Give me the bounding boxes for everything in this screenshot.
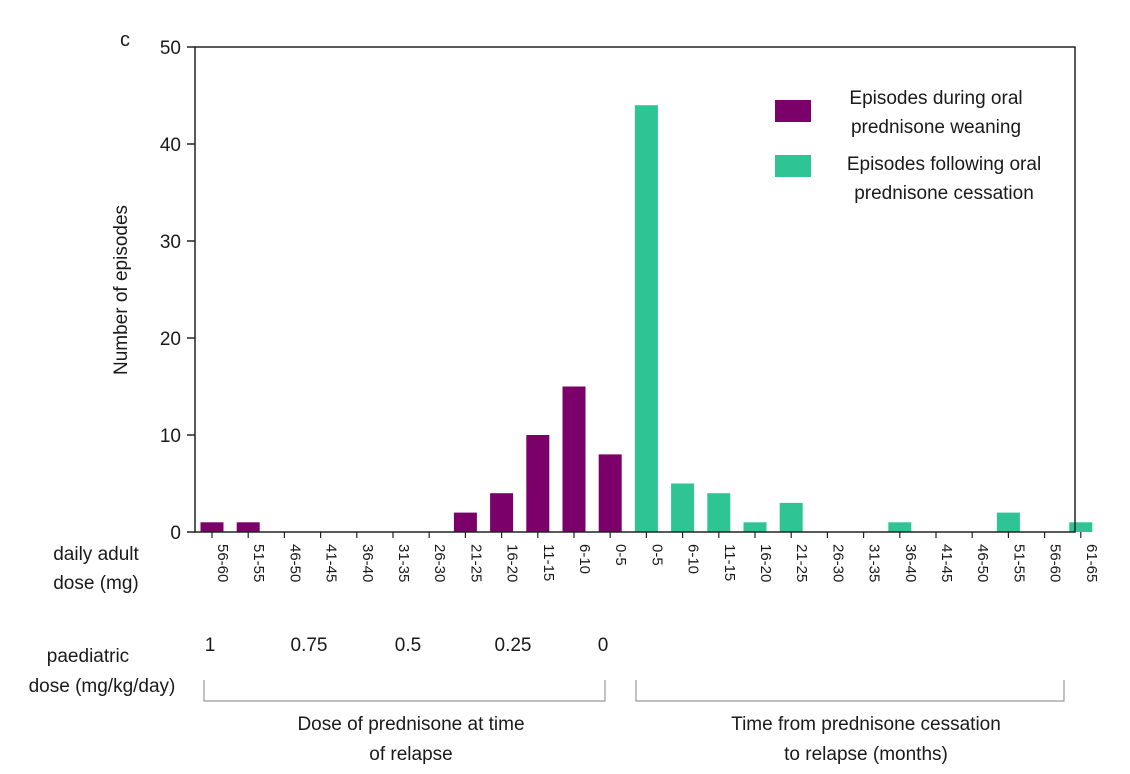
legend-swatch-cessation: [775, 155, 811, 177]
paediatric-dose-ticks: 1 0.75 0.5 0.25 0: [205, 635, 609, 656]
x-tick-label: 46-50: [286, 544, 303, 582]
right-group-label: Time from prednisone cessation to relaps…: [731, 714, 1001, 765]
paediatric-tick: 1: [205, 635, 216, 656]
bar-cessation: [743, 522, 767, 532]
bar-cessation: [671, 483, 695, 532]
x-tick-label: 36-40: [359, 544, 376, 582]
x-tick-label: 51-55: [250, 544, 267, 582]
x-tick-label: 16-20: [504, 544, 521, 582]
paediatric-tick: 0.25: [495, 635, 532, 656]
y-tick-label: 30: [160, 232, 181, 253]
x-tick-label: 16-20: [757, 544, 774, 582]
bar-cessation: [996, 512, 1020, 532]
x-tick-label: 61-65: [1083, 544, 1100, 582]
x-tick-label: 41-45: [323, 544, 340, 582]
bar-cessation: [634, 105, 658, 532]
legend-weaning-line1: Episodes during oral: [849, 88, 1022, 109]
paediatric-dose-label-line1: paediatric: [47, 646, 129, 667]
paediatric-tick: 0: [598, 635, 609, 656]
legend-cessation-line1: Episodes following oral: [847, 154, 1041, 175]
x-tick-label: 26-30: [431, 544, 448, 582]
panel-letter: c: [120, 29, 130, 51]
left-group-bracket: [203, 680, 606, 702]
y-tick-label: 10: [160, 426, 181, 447]
x-tick-label: 51-55: [1010, 544, 1027, 582]
bar-weaning: [236, 522, 260, 532]
right-group-label-line2: to relapse (months): [784, 744, 948, 765]
x-tick-label: 26-30: [829, 544, 846, 582]
y-axis-label: Number of episodes: [111, 205, 132, 375]
bar-weaning: [200, 522, 224, 532]
bar-weaning: [490, 493, 514, 532]
left-group-label-line1: Dose of prednisone at time: [297, 714, 524, 735]
y-tick-label: 20: [160, 329, 181, 350]
legend-swatch-weaning: [775, 100, 811, 122]
legend-weaning-line2: prednisone weaning: [851, 117, 1021, 138]
bar-cessation: [779, 502, 803, 532]
bar-weaning: [562, 386, 586, 532]
x-tick-label: 6-10: [685, 544, 702, 574]
x-tick-label: 31-35: [395, 544, 412, 582]
x-tick-label: 56-60: [1047, 544, 1064, 582]
legend: Episodes during oral prednisone weaning …: [775, 88, 1041, 204]
right-group-bracket: [635, 680, 1065, 702]
x-tick-label: 31-35: [866, 544, 883, 582]
paediatric-tick: 0.75: [291, 635, 328, 656]
x-tick-label: 56-60: [214, 544, 231, 582]
bar-weaning: [526, 435, 550, 532]
adult-dose-label-line2: dose (mg): [53, 573, 139, 594]
bar-cessation: [888, 522, 912, 532]
x-tick-label: 6-10: [576, 544, 593, 574]
adult-dose-row-label: daily adult dose (mg): [53, 544, 139, 594]
x-tick-label: 11-15: [540, 544, 557, 581]
x-tick-label: 0-5: [612, 544, 629, 566]
bar-weaning: [453, 512, 477, 532]
bar-weaning: [598, 454, 622, 532]
bar-cessation: [1069, 522, 1093, 532]
x-tick-label: 21-25: [467, 544, 484, 582]
y-tick-label: 0: [170, 523, 181, 544]
bar-cessation: [707, 493, 731, 532]
right-group-label-line1: Time from prednisone cessation: [731, 714, 1001, 735]
plot-frame: [194, 46, 1076, 533]
x-tick-label: 0-5: [648, 544, 665, 566]
y-tick-label: 50: [160, 38, 181, 59]
paediatric-tick: 0.5: [395, 635, 421, 656]
y-axis: Number of episodes: [111, 205, 132, 375]
legend-cessation-line2: prednisone cessation: [854, 183, 1034, 204]
y-tick-label: 40: [160, 135, 181, 156]
x-tick-label: 21-25: [793, 544, 810, 582]
x-tick-label: 36-40: [902, 544, 919, 582]
paediatric-dose-label-line2: dose (mg/kg/day): [29, 676, 176, 697]
adult-dose-label-line1: daily adult: [53, 544, 139, 565]
left-group-label-line2: of relapse: [369, 744, 452, 765]
x-tick-label: 11-15: [721, 544, 738, 581]
left-group-label: Dose of prednisone at time of relapse: [297, 714, 524, 765]
x-tick-label: 41-45: [938, 544, 955, 582]
x-tick-label: 46-50: [974, 544, 991, 582]
paediatric-dose-row-label: paediatric dose (mg/kg/day): [29, 646, 176, 697]
